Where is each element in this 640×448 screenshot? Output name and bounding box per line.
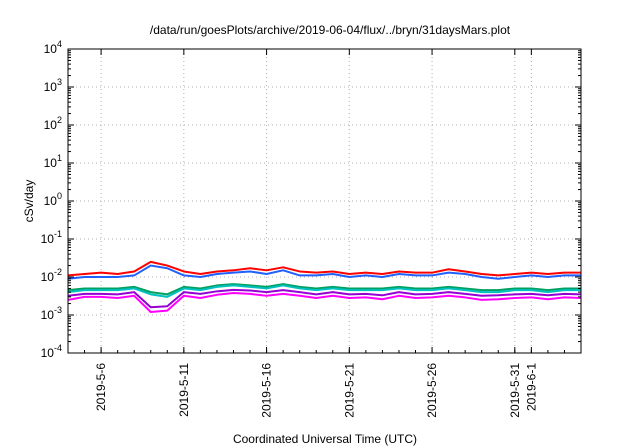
y-tick-label: 10-3	[41, 305, 62, 322]
chart-title: /data/run/goesPlots/archive/2019-06-04/f…	[150, 23, 511, 37]
x-tick-label: 2019-6-1	[524, 363, 538, 411]
y-axis-label: cSv/day	[22, 180, 36, 223]
x-tick-label: 2019-5-26	[425, 363, 439, 418]
grid-lines	[68, 49, 581, 353]
x-tick-label: 2019-5-21	[342, 363, 356, 418]
series-line-0	[67, 260, 581, 277]
series-layer	[67, 260, 582, 313]
y-tick-label: 104	[44, 39, 62, 56]
series-line-4	[67, 288, 582, 309]
x-tick-label: 2019-5-16	[260, 363, 274, 418]
axes: 10-4 10-3 10-2 10-1 100 101 102 103 104 2019-5-6 2…	[41, 39, 582, 418]
x-tick-label: 2019-5-6	[94, 363, 108, 411]
y-tick-label: 102	[44, 115, 62, 132]
x-axis-label: Coordinated Universal Time (UTC)	[233, 432, 417, 446]
y-tick-label: 10-4	[41, 343, 62, 360]
x-tick-label: 2019-5-11	[177, 363, 191, 417]
y-tick-label: 103	[44, 77, 62, 94]
y-tick-label: 100	[44, 191, 62, 208]
y-tick-label: 101	[44, 153, 62, 170]
series-line-1	[67, 264, 581, 280]
y-tick-label: 10-2	[41, 267, 62, 284]
y-tick-label: 10-1	[41, 229, 62, 246]
series-line-2	[67, 283, 581, 296]
series-line-3	[67, 284, 581, 298]
series-line-5	[67, 291, 582, 313]
x-tick-label: 2019-5-31	[508, 363, 522, 418]
